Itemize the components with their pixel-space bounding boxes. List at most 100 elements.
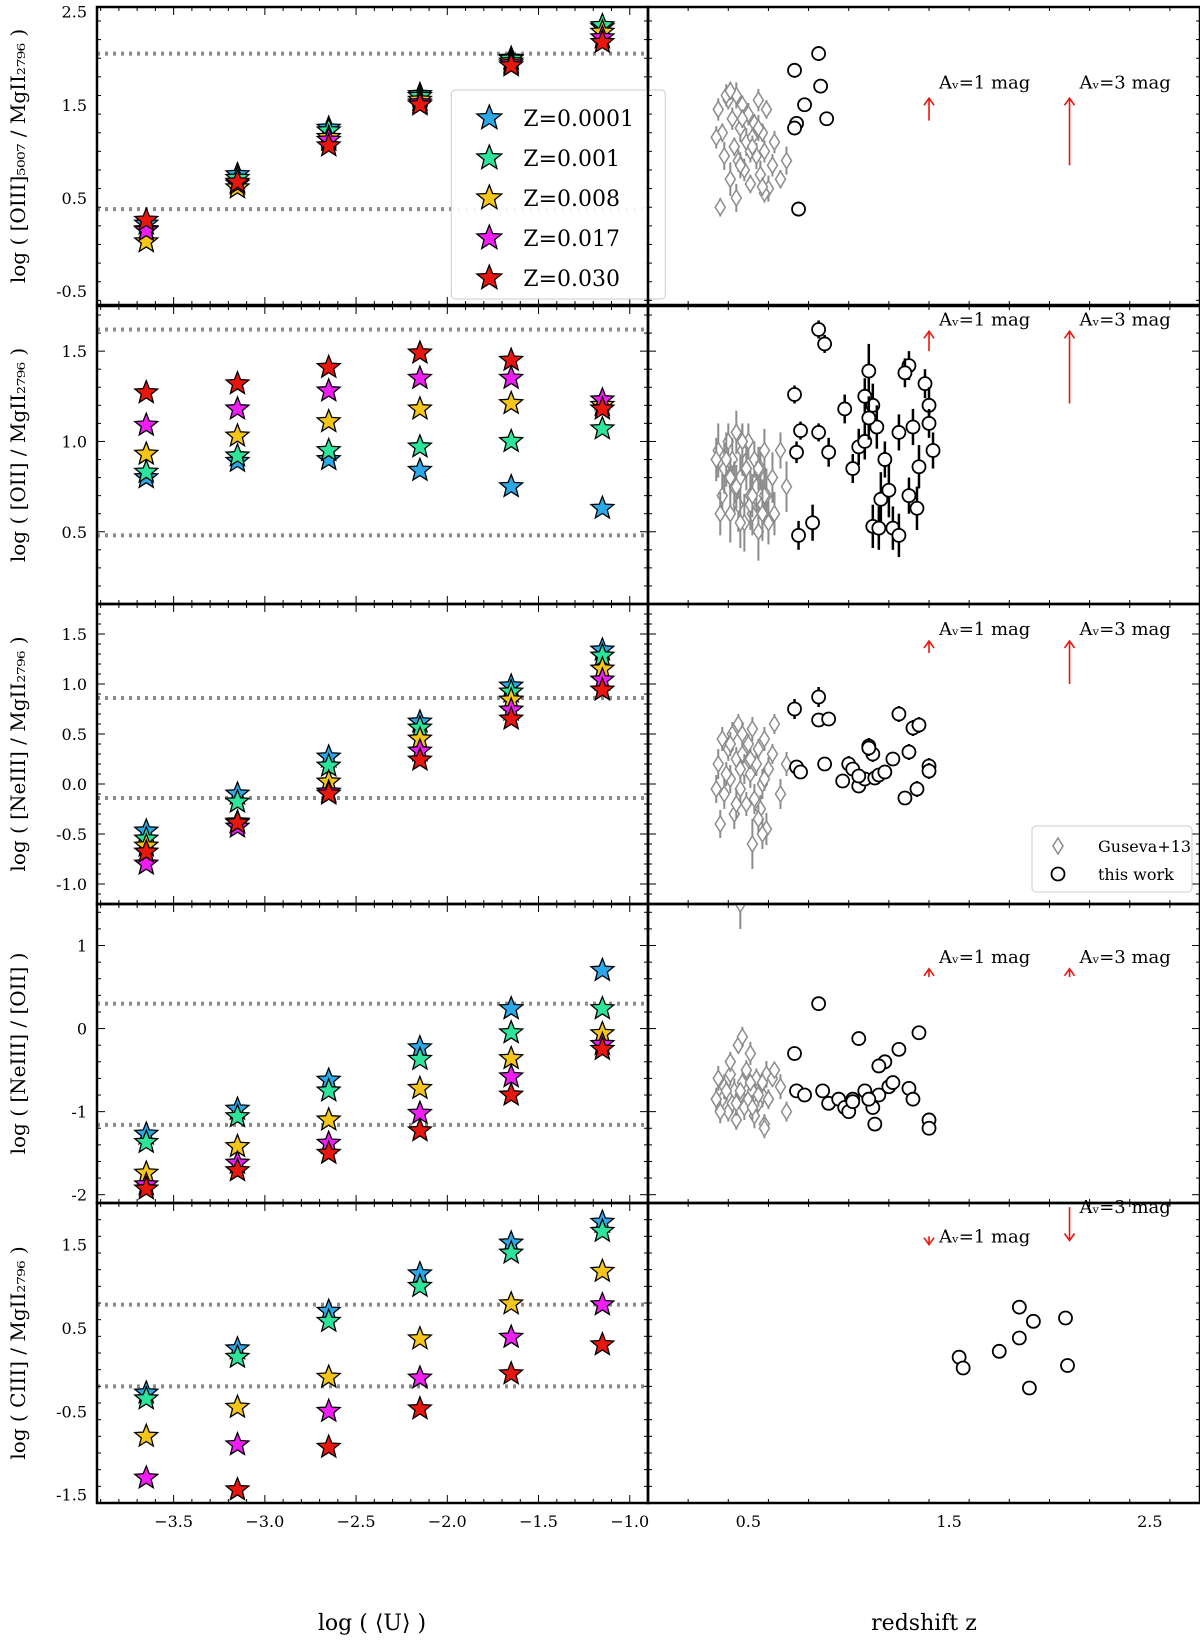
guseva-point [780,754,793,774]
guseva-point [740,459,753,478]
thiswork-point [861,1091,877,1107]
thiswork-point [845,461,861,476]
thiswork-point [793,423,808,439]
extinction-label: Aᵥ=1 mag [938,309,1030,330]
y-tick-label: 1.0 [62,432,87,451]
plot-area [710,46,835,217]
thiswork-point [787,62,802,78]
y-tick-label: -1 [71,1103,87,1122]
thiswork-point [813,78,829,94]
thiswork-point [867,1116,883,1132]
guseva-point [730,477,743,497]
extinction-label: Aᵥ=3 mag [1079,309,1171,330]
star-marker-z0001 [589,994,616,1020]
thiswork-point [921,415,937,431]
guseva-point [710,127,723,147]
thiswork-point [1011,1330,1027,1346]
guseva-point [710,1089,723,1109]
guseva-point [752,809,765,829]
thiswork-point [819,111,835,127]
guseva-point [744,764,757,784]
thiswork-point [791,527,806,543]
thiswork-point [835,773,851,789]
guseva-point [724,468,737,487]
guseva-point [736,109,749,129]
thiswork-point [789,444,804,460]
legend-box [1031,825,1193,893]
star-marker-z0030 [497,705,525,731]
star-marker-z0030 [589,676,616,702]
guseva-point [720,450,733,469]
star-marker-z0030 [224,369,251,395]
guseva-point [752,739,765,759]
star-marker-z0017 [497,364,525,390]
x-tick-label: 1.5 [936,1512,961,1531]
y-tick-label: 1.0 [62,675,87,694]
thiswork-point [811,322,827,337]
star-marker-z00001 [589,956,616,982]
guseva-point [728,804,741,824]
plot-area [97,636,648,876]
thiswork-point [861,740,877,756]
plot-area [951,1299,1075,1396]
extinction-arrow-head [1063,329,1076,339]
legend-star-icon [475,103,504,130]
star-marker-z0001 [315,1077,342,1103]
panel-row3-left: -1.0 -0.5 0.0 0.5 1.0 1.5 log ( [NeIII] / MgII… [6,602,650,906]
star-marker-z0030 [224,168,251,194]
star-marker-z0008 [497,1290,525,1315]
thiswork-point [891,425,907,440]
guseva-point [758,729,771,749]
star-marker-z0017 [406,364,433,390]
guseva-point [744,1073,757,1092]
star-marker-z0001 [406,433,433,459]
star-marker-z0008 [133,440,160,466]
legend-label: Guseva+13 [1098,837,1191,856]
star-marker-z0017 [315,377,342,403]
panel-frame [646,1201,1200,1505]
y-tick-label: 0.5 [62,1319,87,1338]
y-axis-label: log ( [OII] / MgII₂₇₉₆ ) [6,348,30,562]
plot-area [97,956,648,1201]
guseva-point [720,764,733,784]
star-marker-z0030 [224,1475,251,1501]
legend-star-icon [475,183,504,210]
thiswork-point [821,444,837,460]
guseva-point [740,1060,753,1080]
guseva-point [752,118,765,138]
y-axis-label: log ( [OIII]₅₀₀₇ / MgII₂₇₉₆ ) [6,29,30,283]
thiswork-point [797,97,812,113]
guseva-point [714,197,727,217]
star-marker-z0030 [589,1035,616,1061]
thiswork-point [787,387,802,402]
star-marker-z0001 [224,1343,251,1369]
guseva-point [768,504,781,524]
guseva-point [712,754,725,774]
y-tick-label: -0.5 [56,1402,87,1421]
star-marker-z0030 [315,1433,342,1459]
guseva-point [756,504,769,524]
y-tick-label: 0.5 [62,725,87,744]
star-marker-z0008 [224,422,251,448]
thiswork-point [815,1083,831,1099]
extinction-label: Aᵥ=3 mag [1079,1197,1171,1218]
x-tick-label: −1.5 [519,1512,558,1531]
legend-label: this work [1098,865,1174,884]
star-marker-z0008 [497,389,525,415]
thiswork-point [891,527,907,543]
guseva-point [734,155,747,175]
thiswork-point [911,717,927,733]
right-xlabel: redshift z [871,1611,977,1636]
extinction-arrow-head [1063,639,1076,649]
star-marker-z0008 [315,1106,342,1132]
guseva-point [718,146,731,166]
extinction-label: Aᵥ=1 mag [938,619,1030,640]
star-marker-z0030 [315,353,342,379]
y-tick-label: 1.5 [62,342,87,361]
guseva-point [740,794,753,814]
thiswork-point [805,515,820,531]
y-tick-label: 0.5 [62,189,87,208]
star-marker-z0001 [406,1045,433,1071]
star-marker-z0030 [315,132,342,157]
guseva-point [758,441,771,460]
